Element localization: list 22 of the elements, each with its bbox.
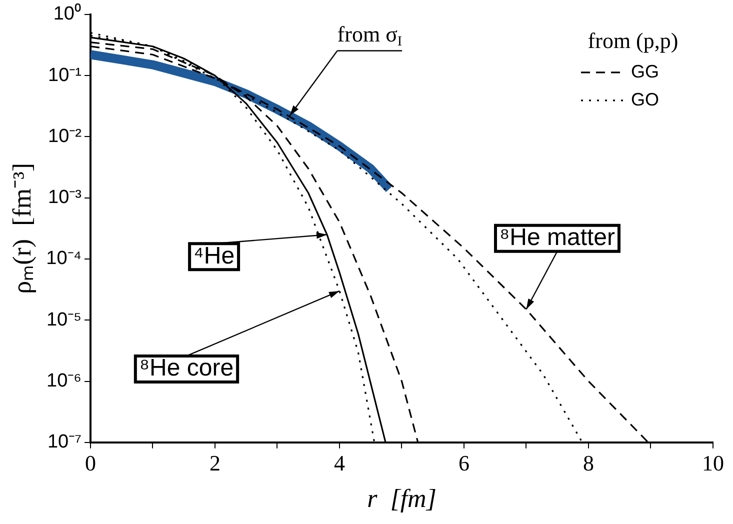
x-tick-label: 8	[583, 450, 594, 476]
x-tick-label: 2	[210, 450, 220, 476]
legend-label: GG	[631, 61, 660, 82]
annotation: ⁸He matter	[500, 224, 616, 251]
annotation: ⁴He	[194, 242, 235, 270]
x-axis-title: r [fm]	[367, 484, 436, 514]
x-tick-label: 4	[334, 450, 345, 476]
x-tick-label: 10	[702, 450, 724, 476]
x-tick-label: 6	[458, 450, 470, 476]
y-tick-label: 10⁻⁷	[47, 432, 82, 453]
y-tick-label: 10⁻²	[48, 126, 82, 147]
y-tick-label: 10⁰	[53, 2, 82, 25]
y-tick-label: 10⁻³	[48, 187, 82, 208]
y-tick-label: 10⁻⁶	[46, 370, 82, 392]
y-tick-label: 10⁻¹	[48, 64, 82, 86]
legend-label: GO	[631, 89, 660, 110]
y-axis-title: ρₘ(r) [fm⁻³]	[7, 162, 36, 294]
y-tick-label: 10⁻⁵	[46, 309, 82, 330]
x-tick-label: 0	[85, 450, 96, 476]
annotation: ⁸He core	[139, 354, 234, 382]
legend-title: from (p,p)	[588, 28, 678, 54]
y-tick-label: 10⁻⁴	[46, 248, 82, 270]
